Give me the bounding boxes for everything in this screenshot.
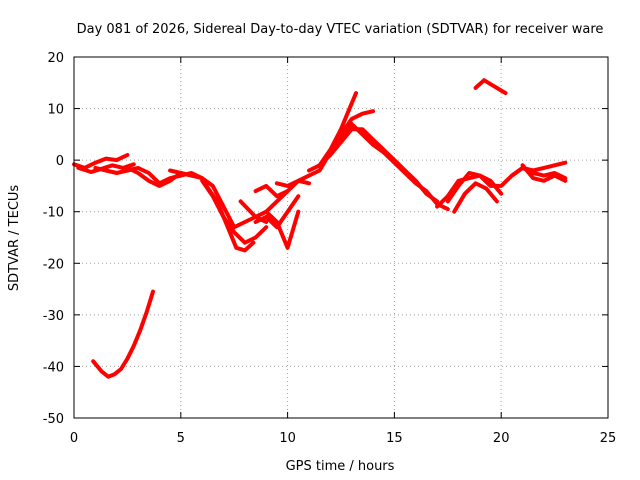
chart-title: Day 081 of 2026, Sidereal Day-to-day VTE… bbox=[77, 22, 604, 37]
y-tick-label: -50 bbox=[43, 412, 64, 427]
series-line-trace-7 bbox=[204, 183, 256, 253]
series-line-trace-16 bbox=[435, 173, 504, 209]
y-tick-label: 10 bbox=[47, 103, 64, 118]
series-line-trace-22 bbox=[91, 289, 155, 379]
series-line-trace-17 bbox=[445, 160, 568, 204]
data-series bbox=[72, 78, 568, 379]
series-line-trace-12 bbox=[274, 109, 375, 188]
series-line-trace-20 bbox=[520, 163, 568, 183]
series-line-trace-2 bbox=[76, 162, 136, 174]
plot-frame bbox=[73, 56, 609, 419]
x-tick-label: 25 bbox=[600, 431, 617, 446]
x-tick-label: 5 bbox=[177, 431, 185, 446]
x-tick-label: 0 bbox=[70, 431, 78, 446]
x-tick-label: 15 bbox=[386, 431, 403, 446]
y-tick-label: -30 bbox=[43, 309, 64, 324]
series-line-trace-18 bbox=[452, 181, 499, 214]
x-tick-labels: 0 5 10 15 20 25 bbox=[70, 431, 616, 446]
y-tick-label: -40 bbox=[43, 360, 64, 375]
series-line-trace-15 bbox=[339, 122, 450, 212]
y-tick-label: 0 bbox=[56, 154, 64, 169]
x-tick-label: 10 bbox=[279, 431, 296, 446]
x-axis-label: GPS time / hours bbox=[286, 459, 395, 474]
series-line-trace-19 bbox=[509, 165, 568, 181]
grid-lines bbox=[73, 56, 609, 419]
series-line-trace-5 bbox=[168, 168, 269, 230]
y-tick-label: 20 bbox=[47, 51, 64, 66]
series-line-trace-21 bbox=[473, 78, 508, 96]
y-axis-label: SDTVAR / TECUs bbox=[7, 185, 22, 292]
y-tick-label: -10 bbox=[43, 206, 64, 221]
x-tick-label: 20 bbox=[493, 431, 510, 446]
series-line-trace-10 bbox=[264, 209, 301, 250]
y-tick-label: -20 bbox=[43, 257, 64, 272]
y-tick-labels: -50 -40 -30 -20 -10 0 10 20 bbox=[43, 51, 64, 427]
